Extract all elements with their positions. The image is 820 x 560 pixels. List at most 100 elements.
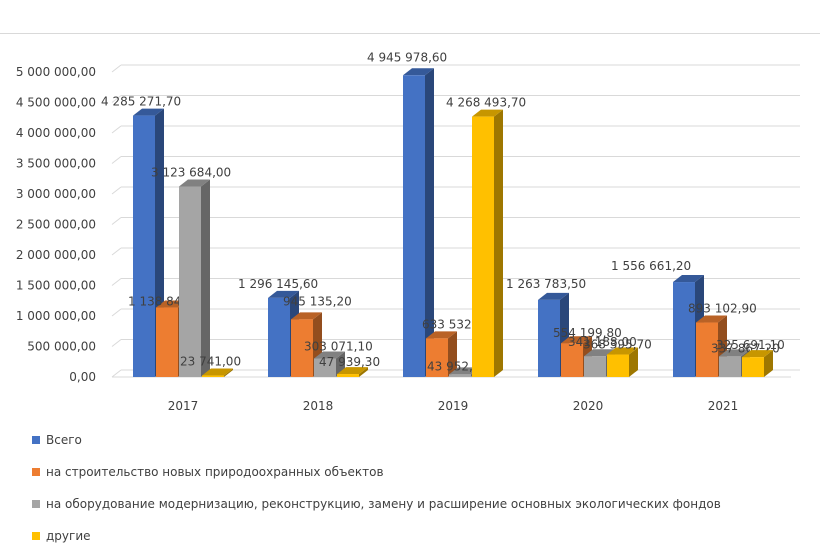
legend: Всего на строительство новых природоохра… [32, 432, 721, 560]
bar [472, 116, 494, 377]
bar-top [403, 68, 434, 76]
bar-top [314, 351, 345, 359]
bar-side [425, 68, 434, 378]
data-label: 368 395,70 [583, 338, 652, 352]
data-label: 4 285 271,70 [101, 95, 181, 109]
x-tick-label: 2020 [573, 399, 604, 413]
bar-top [607, 347, 638, 355]
legend-swatch-vsego [32, 436, 40, 444]
legend-swatch-oborudovanie [32, 500, 40, 508]
chart-plot: 0,00 500 000,00 1 000 000,00 1 500 000,00 2 … [16, 50, 800, 413]
y-tick-label: 1 500 000,00 [16, 279, 96, 293]
bar-side [359, 367, 368, 377]
bar-top [673, 275, 704, 283]
y-tick-label: 3 500 000,00 [16, 157, 96, 171]
bar [202, 375, 224, 377]
gridline-depth [111, 95, 122, 103]
x-tick-label: 2021 [708, 399, 739, 413]
bar [426, 338, 448, 377]
bar [719, 356, 741, 377]
bar [696, 322, 718, 377]
y-tick-label: 3 000 000,00 [16, 187, 96, 201]
bar-top [742, 350, 773, 358]
bar [449, 374, 471, 377]
y-tick-label: 4 000 000,00 [16, 126, 96, 140]
data-label: 893 102,90 [688, 302, 757, 316]
legend-item-vsego: Всего [32, 432, 721, 448]
data-label: 1 263 783,50 [506, 277, 586, 291]
bar-top [133, 108, 164, 116]
legend-label-vsego: Всего [46, 433, 82, 447]
bar-side [494, 109, 503, 377]
y-tick-label: 4 500 000,00 [16, 96, 96, 110]
data-label: 341 188,00 [568, 335, 637, 349]
gridline-depth [111, 64, 122, 73]
bar [742, 357, 764, 377]
bar-side [448, 331, 457, 377]
gridline-depth [111, 278, 122, 286]
bar-top [291, 312, 322, 320]
bar-top [426, 331, 457, 339]
bar [179, 186, 201, 377]
bar [156, 307, 178, 377]
data-label: 945 135,20 [283, 294, 352, 308]
bar [133, 115, 155, 378]
y-tick-label: 500 000,00 [27, 340, 96, 354]
bar [584, 356, 606, 377]
gridline-depth [111, 247, 122, 256]
bar [561, 343, 583, 377]
x-tick-label: 2019 [438, 399, 469, 413]
bar-top [538, 292, 569, 300]
gridline-depth [111, 339, 122, 347]
bar [291, 319, 313, 377]
gridline-depth [111, 217, 122, 225]
data-label: 4 945 978,60 [367, 50, 447, 64]
x-tick-label: 2018 [303, 399, 334, 413]
bar [337, 374, 359, 377]
bar [538, 299, 560, 377]
data-label: 3 123 684,00 [151, 165, 231, 179]
bar-top [719, 349, 750, 357]
gridline-depth [111, 186, 122, 195]
legend-item-stroitelstvo: на строительство новых природоохранных о… [32, 464, 721, 480]
bar-side [629, 347, 638, 377]
top-divider [0, 33, 820, 34]
y-tick-label: 2 000 000,00 [16, 248, 96, 262]
gridline-depth [111, 369, 122, 378]
bar [607, 354, 629, 377]
gridline-depth [111, 308, 122, 317]
data-label: 23 741,00 [180, 355, 241, 369]
data-label: 1 296 145,60 [238, 277, 318, 291]
bar-top [337, 367, 368, 375]
bar-side [764, 350, 773, 377]
data-label: 303 071,10 [304, 340, 373, 354]
bar [268, 297, 290, 377]
bar-top [202, 368, 233, 376]
legend-swatch-stroitelstvo [32, 468, 40, 476]
y-tick-label: 1 000 000,00 [16, 309, 96, 323]
y-tick-label: 2 500 000,00 [16, 218, 96, 232]
gridline-depth [111, 125, 122, 134]
bar-top [696, 315, 727, 323]
bar [403, 75, 425, 378]
legend-label-drugie: другие [46, 529, 91, 543]
bar [314, 358, 336, 377]
legend-swatch-drugie [32, 532, 40, 540]
x-tick-label: 2017 [168, 399, 199, 413]
bar-side [224, 368, 233, 377]
data-label: 4 268 493,70 [446, 96, 526, 110]
data-label: 325 691,10 [716, 338, 785, 352]
data-label: 554 199,80 [553, 326, 622, 340]
bar-side [201, 179, 210, 377]
legend-label-oborudovanie: на оборудование модернизацию, реконструк… [46, 497, 721, 511]
y-tick-label: 0,00 [69, 370, 96, 384]
bar-top [179, 179, 210, 187]
data-label: 1 556 661,20 [611, 259, 691, 273]
gridline-depth [111, 156, 122, 164]
bar [673, 282, 695, 377]
legend-label-stroitelstvo: на строительство новых природоохранных о… [46, 465, 384, 479]
legend-item-drugie: другие [32, 528, 721, 544]
bar-top [268, 290, 299, 298]
data-label: 47 939,30 [319, 355, 380, 369]
legend-item-oborudovanie: на оборудование модернизацию, реконструк… [32, 496, 721, 512]
